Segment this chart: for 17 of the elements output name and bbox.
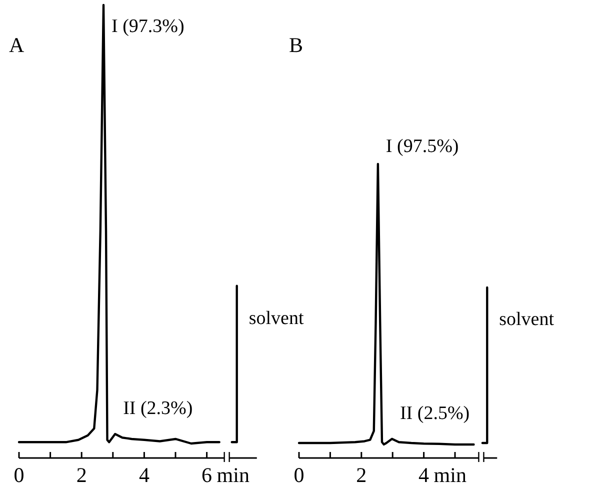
- x-axis-title: min: [434, 463, 467, 486]
- x-tick-label: 6: [202, 463, 212, 486]
- annotation: I (97.3%): [112, 16, 184, 37]
- x-tick-label: 0: [14, 463, 24, 486]
- x-tick-label: 4: [418, 463, 430, 486]
- annotation: I (97.5%): [386, 136, 459, 157]
- annotation: II (2.3%): [123, 398, 193, 419]
- series-label: solvent: [248, 308, 304, 330]
- series-label: solvent: [499, 309, 555, 330]
- x-tick-label: 4: [138, 463, 150, 486]
- annotation: II (2.5%): [400, 402, 470, 424]
- chart-title: B: [289, 33, 304, 57]
- x-tick-label: 0: [294, 463, 304, 486]
- x-tick-label: 2: [76, 463, 87, 486]
- text: A: [9, 33, 25, 57]
- x-axis-title: min: [216, 463, 250, 486]
- x-tick-label: 2: [356, 463, 367, 486]
